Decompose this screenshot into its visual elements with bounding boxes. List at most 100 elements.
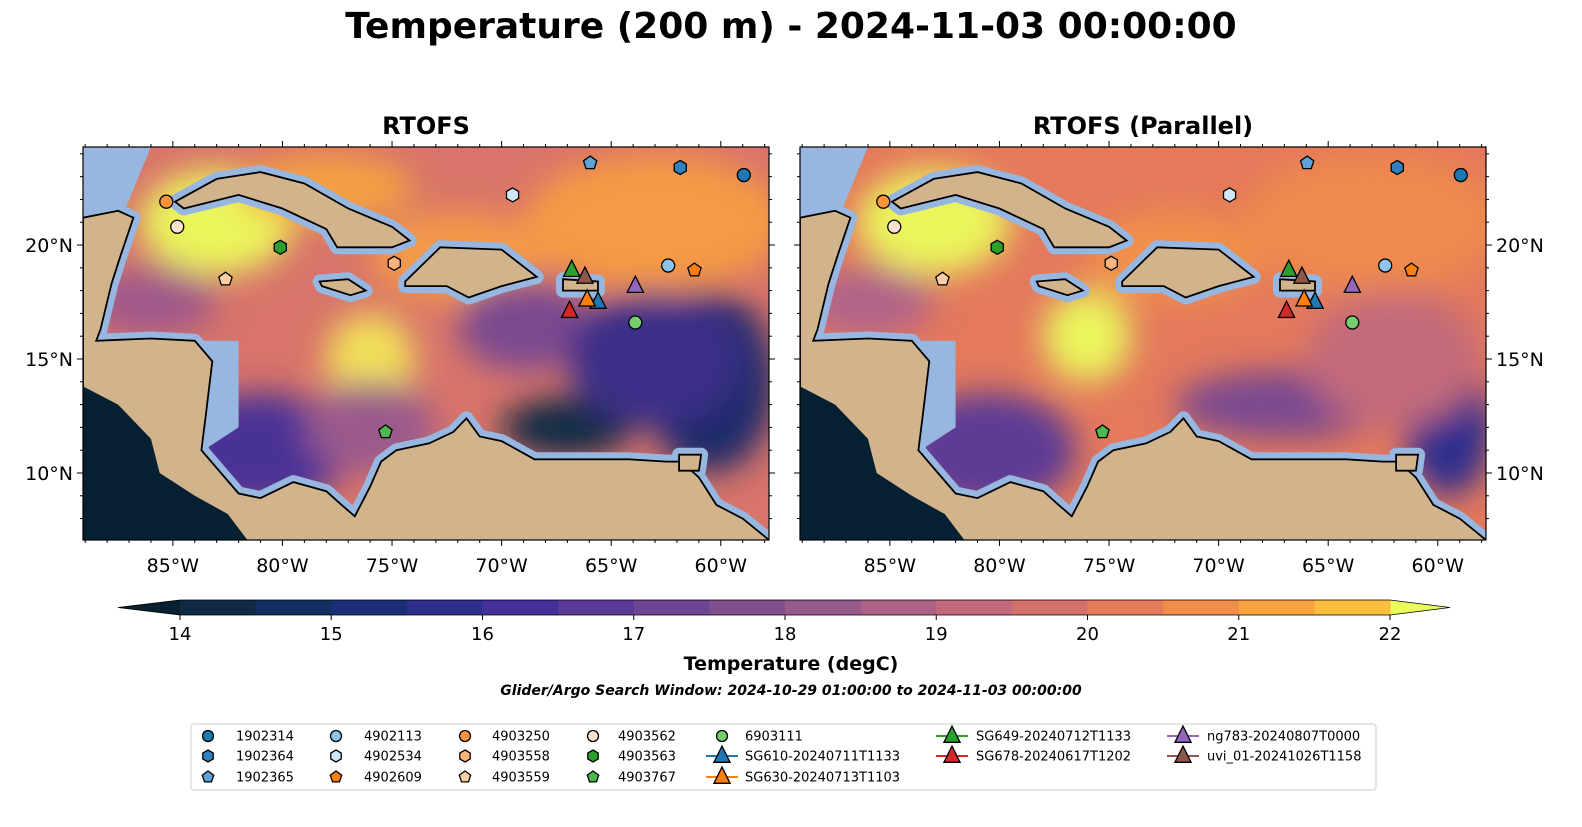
colorbar-bin — [255, 600, 332, 615]
legend-marker-circle — [586, 729, 600, 743]
lat-tick-label: 10°N — [25, 463, 73, 485]
land — [1035, 278, 1085, 297]
colorbar-tick-label: 20 — [1076, 624, 1099, 645]
map-frame — [82, 146, 770, 541]
colorbar-bin — [1314, 600, 1391, 615]
legend-item: 4903563 — [587, 749, 676, 765]
legend-marker-triangle — [942, 744, 962, 763]
legend-label: 4903559 — [492, 771, 550, 786]
lon-tick-label: 70°W — [475, 555, 528, 577]
legend-item: SG649-20240712T1133 — [936, 724, 1131, 745]
legend-item: 4903558 — [459, 749, 550, 765]
marker-4903563-hexagon — [990, 239, 1004, 256]
colorbar-extend-min — [118, 600, 180, 615]
lon-tick-label: 80°W — [973, 555, 1026, 577]
legend-label: 4902609 — [364, 771, 422, 786]
legend-item: 4903250 — [458, 730, 550, 745]
marker-1902364-hexagon — [673, 159, 687, 176]
legend-label: ng783-20240807T0000 — [1207, 730, 1360, 745]
marker-1902365-pentagon — [582, 155, 598, 170]
marker-SG678-20240617T1202-triangle — [560, 299, 579, 319]
legend-label: 4903250 — [492, 730, 550, 745]
legend-item: 4902534 — [330, 749, 422, 765]
colorbar-bin — [482, 600, 559, 615]
lon-tick-label: 60°W — [695, 555, 748, 577]
legend-marker-triangle — [1173, 724, 1193, 743]
legend-label: SG678-20240617T1202 — [976, 750, 1131, 765]
search-window-text: Glider/Argo Search Window: 2024-10-29 01… — [500, 683, 1082, 699]
colorbar-tick-label: 18 — [774, 624, 797, 645]
colorbar-tick-label: 22 — [1379, 624, 1402, 645]
legend-label: 1902365 — [236, 771, 294, 786]
marker-4903250-circle — [159, 194, 174, 209]
legend-marker-hexagon — [202, 749, 214, 763]
marker-4903250-circle — [876, 194, 891, 209]
legend-marker-circle — [329, 729, 343, 743]
marker-6903111-circle — [1345, 315, 1360, 330]
colorbar-label: Temperature (degC) — [683, 653, 899, 675]
legend: 1902314 1902364 1902365 4902113 4902534 49026… — [190, 723, 1377, 791]
marker-4902113-circle — [1378, 258, 1393, 273]
marker-1902314-circle — [1453, 167, 1468, 183]
marker-ng783-20240807T0000-triangle — [626, 274, 645, 294]
temperature-anomaly — [1240, 153, 1486, 291]
colorbar-tick-label: 19 — [925, 624, 948, 645]
legend-box — [190, 723, 1377, 791]
marker-4902609-pentagon — [687, 262, 702, 277]
pacific-ocean — [83, 386, 248, 540]
colorbar-tick-label: 15 — [320, 624, 343, 645]
colorbar-bin — [936, 600, 1013, 615]
colorbar-bin — [1163, 600, 1240, 615]
marker-4903562-circle — [170, 219, 185, 234]
map-area — [800, 147, 1486, 540]
legend-marker-triangle — [942, 724, 962, 743]
marker-1902314-circle — [736, 167, 751, 183]
legend-label: SG610-20240711T1133 — [745, 750, 900, 765]
marker-SG678-20240617T1202-triangle — [1277, 299, 1296, 319]
land — [1121, 246, 1256, 299]
colorbar-bin — [406, 600, 483, 615]
legend-item: ng783-20240807T0000 — [1167, 724, 1360, 745]
legend-marker-triangle — [1173, 744, 1193, 763]
marker-4903558-hexagon — [387, 255, 401, 272]
lat-tick-label: 20°N — [25, 235, 73, 257]
marker-4903767-pentagon — [378, 424, 393, 439]
legend-marker-circle — [201, 729, 215, 743]
marker-uvi_01-20241026T1158-triangle — [575, 265, 595, 284]
marker-SG649-20240712T1133-triangle — [1279, 258, 1298, 278]
lon-tick-label: 75°W — [366, 555, 419, 577]
colorbar-bin — [1238, 600, 1315, 615]
legend-marker-pentagon — [201, 770, 215, 783]
legend-marker-pentagon — [586, 770, 600, 783]
marker-4903563-hexagon — [273, 239, 287, 256]
temperature-anomaly — [567, 290, 743, 428]
land — [678, 453, 703, 472]
legend-label: 4903563 — [618, 750, 676, 765]
land — [890, 171, 1129, 249]
temperature-anomaly — [501, 397, 634, 458]
lon-tick-label: 60°W — [1412, 555, 1465, 577]
marker-4903767-pentagon — [1095, 424, 1110, 439]
colorbar-extend-max — [1390, 600, 1450, 615]
legend-label: 4902113 — [364, 730, 422, 745]
marker-ng783-20240807T0000-triangle — [1343, 274, 1362, 294]
legend-label: 6903111 — [745, 730, 803, 745]
map-panel-rtofs: 85°W 80°W 75°W 70°W 65°W 60°W 10°N 15°N 20°N — [25, 141, 775, 577]
legend-item: 6903111 — [715, 730, 803, 745]
colorbar-bin — [709, 600, 786, 615]
colorbar-bin — [1087, 600, 1164, 615]
legend-marker-triangle — [712, 744, 732, 763]
legend-label: 1902314 — [236, 730, 294, 745]
marker-SG630-20240713T1103-triangle — [577, 288, 597, 307]
legend-item: 1902365 — [201, 770, 294, 786]
shelf-area — [800, 147, 868, 211]
marker-4902534-hexagon — [505, 187, 520, 203]
legend-label: 4903558 — [492, 750, 550, 765]
land — [1395, 453, 1420, 472]
legend-item: SG678-20240617T1202 — [936, 744, 1131, 765]
lat-tick-label: 15°N — [25, 349, 73, 371]
legend-item: 4902609 — [329, 770, 422, 786]
colorbar-bin — [633, 600, 710, 615]
temperature-anomaly — [1306, 290, 1482, 428]
